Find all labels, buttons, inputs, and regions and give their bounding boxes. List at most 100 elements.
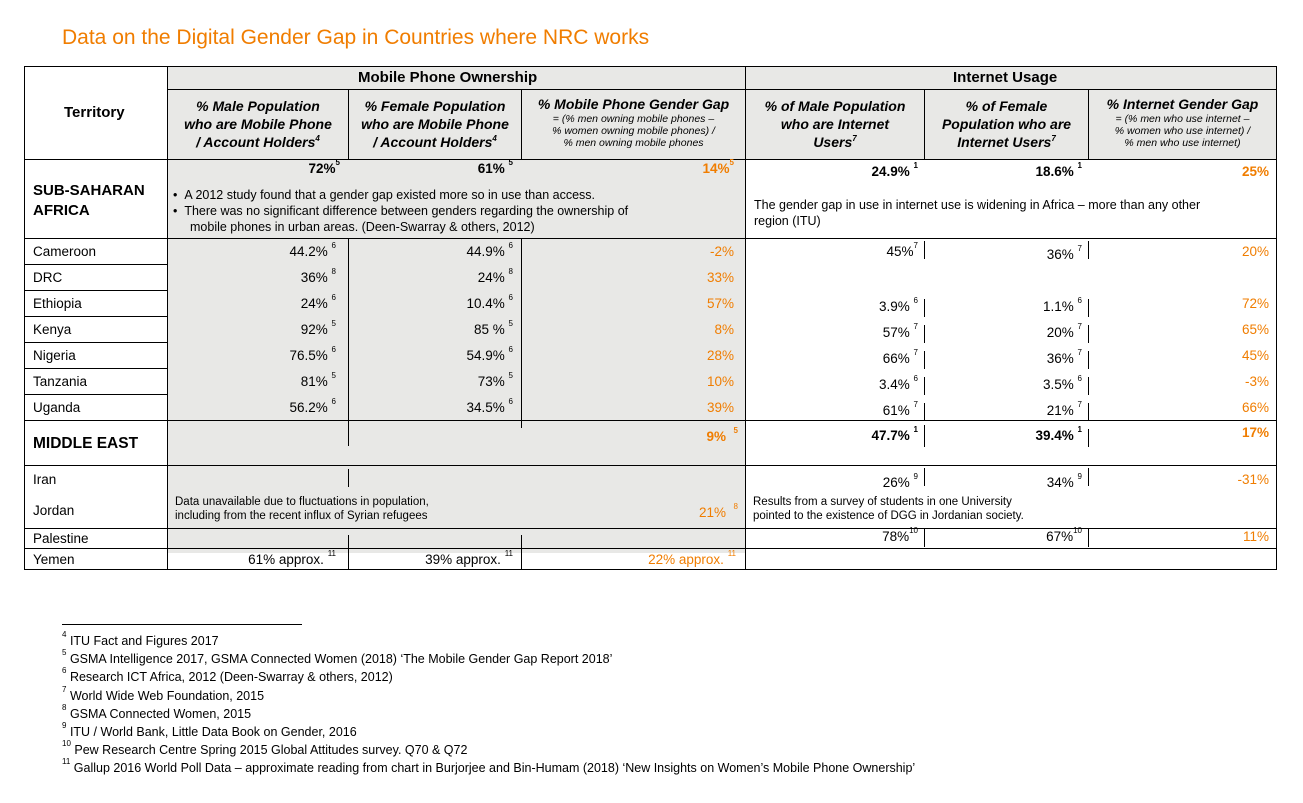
palestine-internet-gap: 11% <box>1242 529 1269 544</box>
iran-male-internet: 26% 9 <box>882 472 918 490</box>
palestine-male-internet: 78%10 <box>882 526 918 544</box>
footnote-item: 10 Pew Research Centre Spring 2015 Globa… <box>62 739 468 758</box>
internet-gap-value: 20% <box>1241 244 1269 259</box>
female-mobile-value: 24% 8 <box>477 267 513 285</box>
male-mobile-value: 56.2% 6 <box>289 397 337 415</box>
female-mobile-value: 73% 5 <box>477 371 513 389</box>
mobile-gap-value: 33% <box>706 270 734 285</box>
male-mobile-value: 76.5% 6 <box>289 345 337 363</box>
territory-header: Territory <box>64 104 125 121</box>
internet-group-header: Internet Usage <box>953 69 1058 86</box>
mobile-gap-value: 28% <box>706 348 734 363</box>
ssa-male-internet: 24.9% 1 <box>871 161 919 179</box>
yemen-mobile-gap: 22% approx. 11 <box>648 549 736 567</box>
female-internet-value: 3.5% 6 <box>1043 374 1082 392</box>
internet-gap-value: 72% <box>1241 296 1269 311</box>
internet-gap-value: -3% <box>1244 374 1269 389</box>
female-mobile-header: % Female Population who are Mobile Phone… <box>361 98 509 150</box>
female-internet-value: 36% 7 <box>1046 348 1082 366</box>
country-name: Nigeria <box>33 348 76 363</box>
country-name: Ethiopia <box>33 296 82 311</box>
country-name: DRC <box>33 270 63 285</box>
ssa-internet-note: The gender gap in use in internet use is… <box>754 198 1201 228</box>
palestine-name: Palestine <box>33 531 89 546</box>
country-name: Cameroon <box>33 244 97 259</box>
female-mobile-value: 44.9% 6 <box>466 241 514 259</box>
footnote-item: 9 ITU / World Bank, Little Data Book on … <box>62 721 357 739</box>
me-mobile-note: Data unavailable due to fluctuations in … <box>175 496 429 522</box>
footnote-item: 11 Gallup 2016 World Poll Data – approxi… <box>62 757 916 776</box>
iran-female-internet: 34% 9 <box>1046 472 1082 490</box>
male-internet-value: 66% 7 <box>882 348 918 366</box>
region-ssa: SUB-SAHARAN AFRICA <box>33 182 145 219</box>
internet-gap-value: 66% <box>1241 400 1269 415</box>
internet-gap-header: % Internet Gender Gap = (% men who use i… <box>1106 96 1259 149</box>
male-mobile-value: 36% 8 <box>300 267 336 285</box>
male-internet-header: % of Male Population who are Internet Us… <box>764 98 906 150</box>
country-name: Kenya <box>33 322 72 337</box>
jordan-mobile-gap: 21% 8 <box>699 502 738 520</box>
mobile-gap-value: 8% <box>714 322 734 337</box>
female-internet-value: 1.1% 6 <box>1043 296 1082 314</box>
yemen-male-mobile: 61% approx. 11 <box>248 549 336 567</box>
jordan-name: Jordan <box>33 503 75 518</box>
female-internet-value: 20% 7 <box>1046 322 1082 340</box>
ssa-mobile-note: • A 2012 study found that a gender gap e… <box>173 188 629 234</box>
male-mobile-value: 44.2% 6 <box>289 241 337 259</box>
region-me: MIDDLE EAST <box>33 435 139 452</box>
me-internet-note: Results from a survey of students in one… <box>753 496 1024 522</box>
mobile-group-header: Mobile Phone Ownership <box>358 69 538 86</box>
mobile-gap-value: 10% <box>706 374 734 389</box>
me-internet-gap: 17% <box>1241 425 1269 440</box>
female-internet-header: % of Female Population who are Internet … <box>941 98 1072 150</box>
female-internet-value: 21% 7 <box>1046 400 1082 418</box>
footnote-rule <box>62 624 302 625</box>
mobile-shading <box>168 67 745 553</box>
country-name: Tanzania <box>33 374 88 389</box>
male-internet-value: 3.9% 6 <box>879 296 918 314</box>
female-mobile-value: 34.5% 6 <box>466 397 514 415</box>
female-mobile-value: 54.9% 6 <box>466 345 514 363</box>
mobile-gap-value: -2% <box>709 244 734 259</box>
ssa-male-mobile: 72%5 <box>308 158 340 176</box>
male-mobile-value: 92% 5 <box>300 319 336 337</box>
iran-internet-gap: -31% <box>1237 472 1269 487</box>
male-mobile-value: 81% 5 <box>300 371 336 389</box>
me-mobile-gap: 9% 5 <box>706 426 738 444</box>
female-mobile-value: 85 % 5 <box>474 319 513 337</box>
male-internet-value: 3.4% 6 <box>879 374 918 392</box>
yemen-female-mobile: 39% approx. 11 <box>425 549 513 567</box>
country-name: Uganda <box>33 400 81 415</box>
male-mobile-value: 24% 6 <box>300 293 336 311</box>
male-internet-value: 45%7 <box>886 241 918 259</box>
internet-gap-value: 45% <box>1241 348 1269 363</box>
internet-shading <box>745 67 1276 159</box>
ssa-female-mobile: 61% 5 <box>477 158 513 176</box>
ssa-internet-gap: 25% <box>1241 164 1269 179</box>
me-male-internet: 47.7% 1 <box>871 425 919 443</box>
yemen-name: Yemen <box>33 552 75 567</box>
footnote-item: 8 GSMA Connected Women, 2015 <box>62 702 252 721</box>
iran-name: Iran <box>33 472 57 487</box>
ssa-mobile-gap: 14%5 <box>702 158 734 176</box>
internet-gap-value: 65% <box>1241 322 1269 337</box>
male-internet-value: 61% 7 <box>882 400 918 418</box>
male-internet-value: 57% 7 <box>882 322 918 340</box>
page-title: Data on the Digital Gender Gap in Countr… <box>62 26 650 49</box>
female-internet-value: 36% 7 <box>1046 244 1082 262</box>
mobile-gap-header: % Mobile Phone Gender Gap = (% men ownin… <box>537 96 730 149</box>
gender-gap-table: Territory Mobile Phone Ownership Interne… <box>24 66 1277 570</box>
female-internet-value <box>925 273 1082 288</box>
male-mobile-header: % Male Population who are Mobile Phone /… <box>184 98 332 150</box>
footnote-item: 4 ITU Fact and Figures 2017 <box>62 630 219 648</box>
footnote-item: 5 GSMA Intelligence 2017, GSMA Connected… <box>62 648 613 667</box>
female-mobile-value: 10.4% 6 <box>466 293 514 311</box>
footnote-item: 6 Research ICT Africa, 2012 (Deen-Swarra… <box>62 666 393 685</box>
me-female-internet: 39.4% 1 <box>1035 425 1083 443</box>
ssa-female-internet: 18.6% 1 <box>1035 161 1083 179</box>
mobile-gap-value: 39% <box>706 400 734 415</box>
mobile-gap-value: 57% <box>706 296 734 311</box>
male-internet-value <box>746 273 918 288</box>
footnote-item: 7 World Wide Web Foundation, 2015 <box>62 684 265 703</box>
palestine-female-internet: 67%10 <box>1046 526 1082 544</box>
